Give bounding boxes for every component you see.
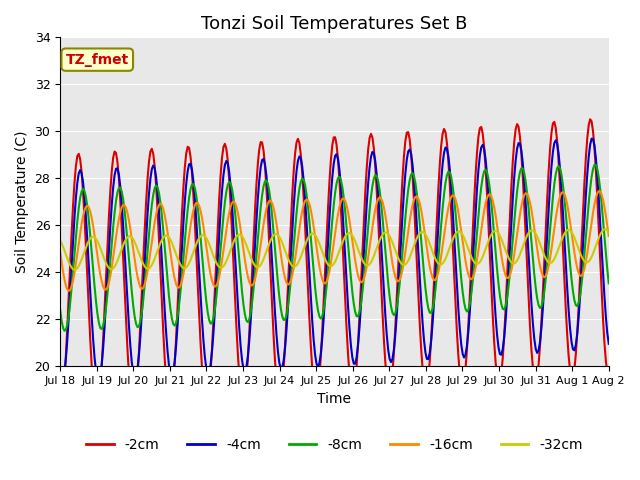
-4cm [76,167,84,173]
Line: -16cm: -16cm [60,191,609,291]
Legend: -2cm, -4cm, -8cm, -16cm, -32cm: -2cm, -4cm, -8cm, -16cm, -32cm [80,432,589,458]
-16cm [595,188,603,194]
-4cm [93,376,101,382]
Text: TZ_fmet: TZ_fmet [66,53,129,67]
Line: -2cm: -2cm [60,120,609,413]
Line: -8cm: -8cm [60,165,609,331]
-4cm [605,341,612,347]
-8cm [340,195,348,201]
-16cm [605,233,612,239]
-8cm [592,162,600,168]
-32cm [449,237,456,242]
-32cm [531,229,538,235]
-32cm [93,238,101,244]
-8cm [531,271,538,277]
-8cm [76,195,84,201]
-2cm [92,407,100,413]
X-axis label: Time: Time [317,392,351,406]
-2cm [75,151,83,156]
-16cm [531,226,538,231]
-8cm [605,280,612,286]
-16cm [56,249,64,255]
-4cm [588,136,595,142]
-4cm [56,375,64,381]
Line: -4cm: -4cm [60,139,609,383]
-4cm [604,330,611,336]
-2cm [529,364,537,370]
-2cm [339,234,346,240]
-32cm [605,229,612,235]
-8cm [449,183,456,189]
-16cm [340,196,348,202]
-16cm [65,288,72,294]
-32cm [604,228,611,233]
-4cm [58,380,65,385]
-32cm [70,267,78,273]
-4cm [449,206,456,212]
-4cm [340,228,348,234]
-8cm [93,311,101,316]
-32cm [56,238,64,243]
-16cm [93,253,101,259]
-8cm [604,267,611,273]
Line: -32cm: -32cm [60,229,609,270]
-16cm [449,192,456,198]
-16cm [604,223,611,228]
-2cm [56,410,64,416]
-32cm [340,236,348,242]
-4cm [531,336,538,342]
-2cm [605,373,612,379]
-16cm [76,230,84,236]
-32cm [600,227,608,232]
-32cm [76,260,84,266]
Y-axis label: Soil Temperature (C): Soil Temperature (C) [15,131,29,273]
-2cm [602,359,610,364]
-8cm [56,307,64,312]
-8cm [61,328,68,334]
-2cm [586,117,594,122]
-2cm [447,209,455,215]
Title: Tonzi Soil Temperatures Set B: Tonzi Soil Temperatures Set B [201,15,468,33]
